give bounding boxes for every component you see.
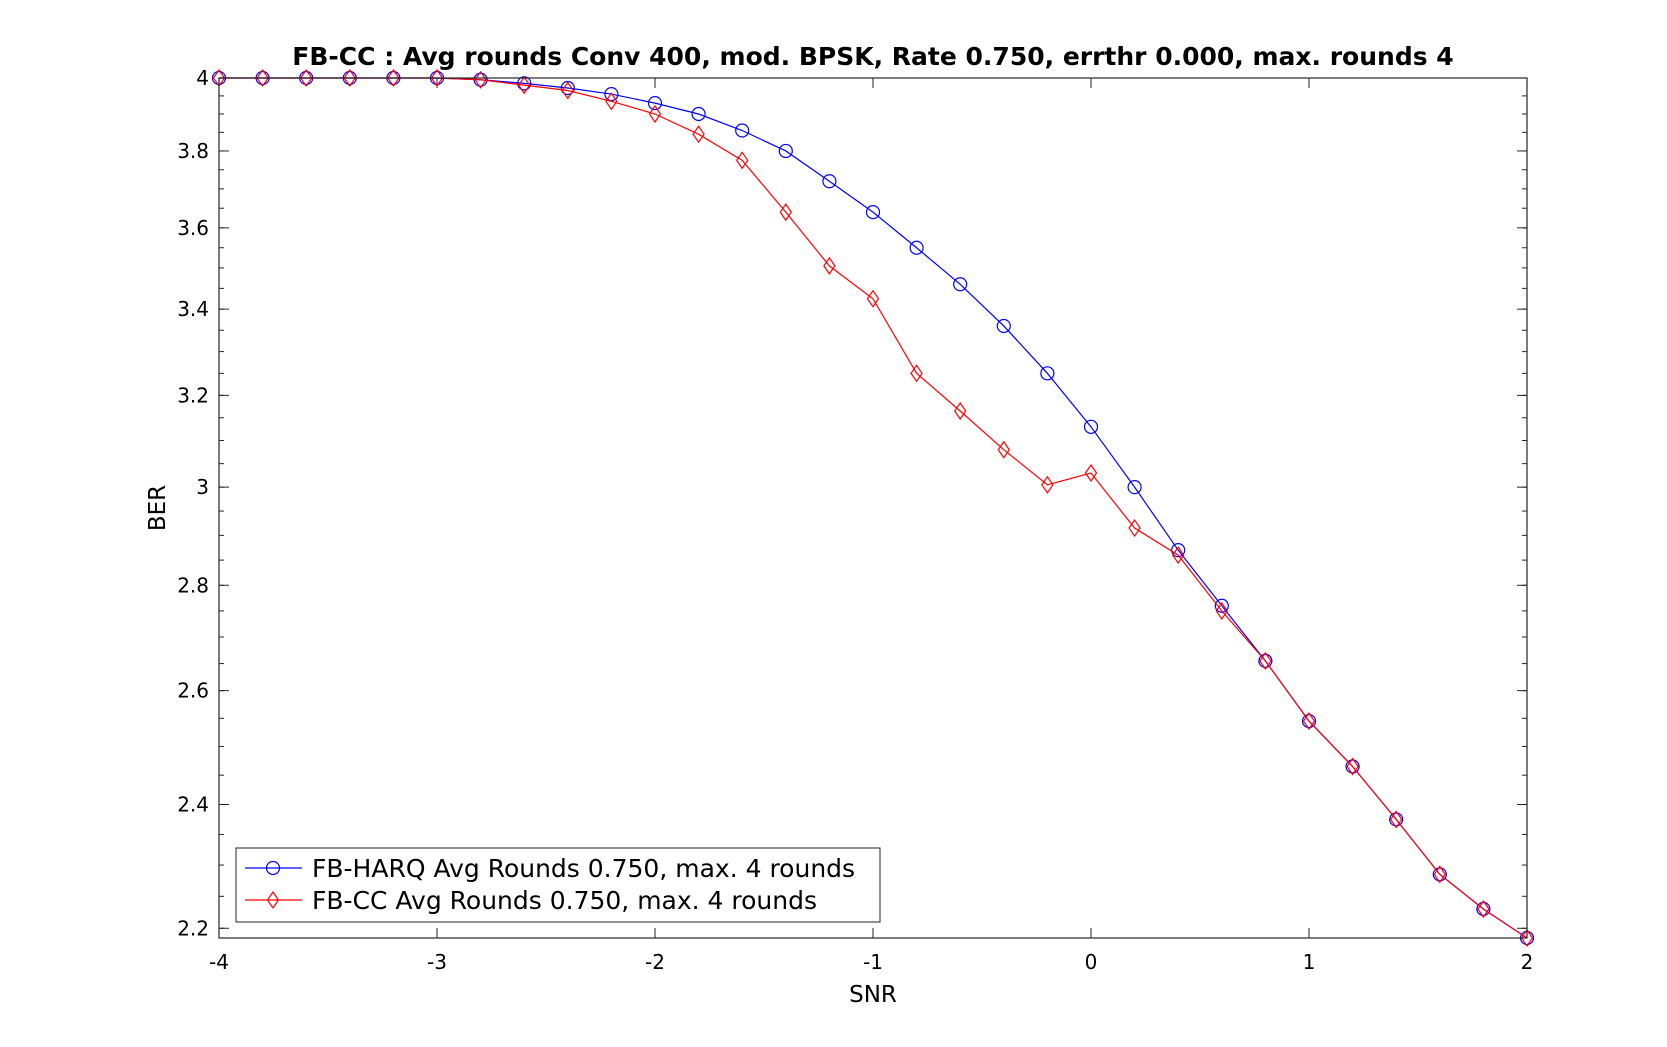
y-tick-label: 2.4 [177,793,209,817]
data-point-marker [779,203,793,222]
legend: FB-HARQ Avg Rounds 0.750, max. 4 rounds F… [235,847,881,923]
y-tick-label: 4 [196,66,209,90]
plot-frame [218,77,1528,939]
data-point-marker [1346,757,1359,776]
y-tick-label: 2.6 [177,679,209,703]
data-point-marker [953,401,967,421]
x-tick-label: -2 [645,950,665,974]
data-point-marker [1389,812,1404,827]
data-point-marker [474,70,487,89]
data-point-marker [1041,475,1054,494]
data-point-marker [1345,759,1360,774]
data-point-marker [1128,518,1141,538]
data-point-marker [691,106,706,122]
legend-item: FB-CC Avg Rounds 0.750, max. 4 rounds [245,886,817,915]
data-point-marker [1127,480,1142,495]
data-point-marker [1258,653,1273,669]
y-tick-label: 2.2 [177,916,209,940]
data-point-marker [1040,366,1055,381]
data-point-marker [648,104,662,124]
x-tick-label: 0 [1085,950,1098,974]
y-tick-label: 3.6 [177,216,209,240]
y-tick-label: 2.8 [177,573,209,597]
data-point-marker [910,364,923,383]
data-point-marker [387,68,400,88]
y-tick-label: 3.4 [177,297,209,321]
data-point-marker [778,143,793,159]
data-point-marker [692,125,705,144]
x-tick-label: 1 [1303,950,1316,974]
data-point-marker [1433,865,1447,884]
data-point-marker [822,174,837,189]
data-point-marker [517,76,531,95]
data-point-marker [735,123,750,138]
y-tick-label: 3.8 [177,139,209,163]
data-point-marker [1084,463,1098,483]
data-point-marker [1520,928,1534,948]
data-point-marker [1476,901,1491,917]
data-point-marker [647,96,663,111]
data-point-marker [909,240,924,255]
data-point-marker [823,256,836,275]
x-tick-label: -3 [427,950,447,974]
y-tick-label: 3.2 [177,383,209,407]
legend-box [235,847,881,923]
data-point-marker [1389,810,1403,829]
legend-swatch-marker [265,860,281,876]
data-point-marker [866,289,880,308]
data-point-marker [561,81,575,100]
legend-label: FB-CC Avg Rounds 0.750, max. 4 rounds [312,886,817,915]
data-point-marker [996,318,1011,334]
x-axis-label: SNR [849,982,897,1008]
data-point-marker [1301,713,1317,729]
data-point-marker [1214,598,1229,613]
data-point-marker [1083,419,1099,434]
chart-title: FB-CC : Avg rounds Conv 400, mod. BPSK, … [292,42,1453,71]
data-point-marker [1432,867,1447,882]
data-point-marker [735,151,749,170]
data-point-marker [1302,712,1316,731]
y-axis-label: BER [145,485,171,531]
data-point-marker [997,440,1011,459]
x-tick-label: 2 [1521,950,1534,974]
data-point-marker [1171,543,1186,558]
data-point-marker [605,92,618,111]
data-point-marker [953,277,968,292]
y-tick-label: 3 [196,475,209,499]
legend-swatch-marker [266,890,280,910]
legend-item: FB-HARQ Avg Rounds 0.750, max. 4 rounds [245,854,855,883]
plot-background [219,78,1527,938]
data-point-marker [865,205,881,220]
data-point-marker [299,68,313,88]
data-point-marker [1171,546,1185,565]
data-point-marker [604,86,619,102]
x-tick-label: -4 [209,950,229,974]
data-point-marker [1477,899,1490,919]
data-point-marker [256,68,269,88]
legend-label: FB-HARQ Avg Rounds 0.750, max. 4 rounds [312,854,855,883]
x-tick-label: -1 [863,950,883,974]
data-point-marker [1215,601,1229,620]
data-point-marker [1259,651,1272,670]
data-point-marker [430,68,444,88]
data-point-marker [343,68,357,88]
